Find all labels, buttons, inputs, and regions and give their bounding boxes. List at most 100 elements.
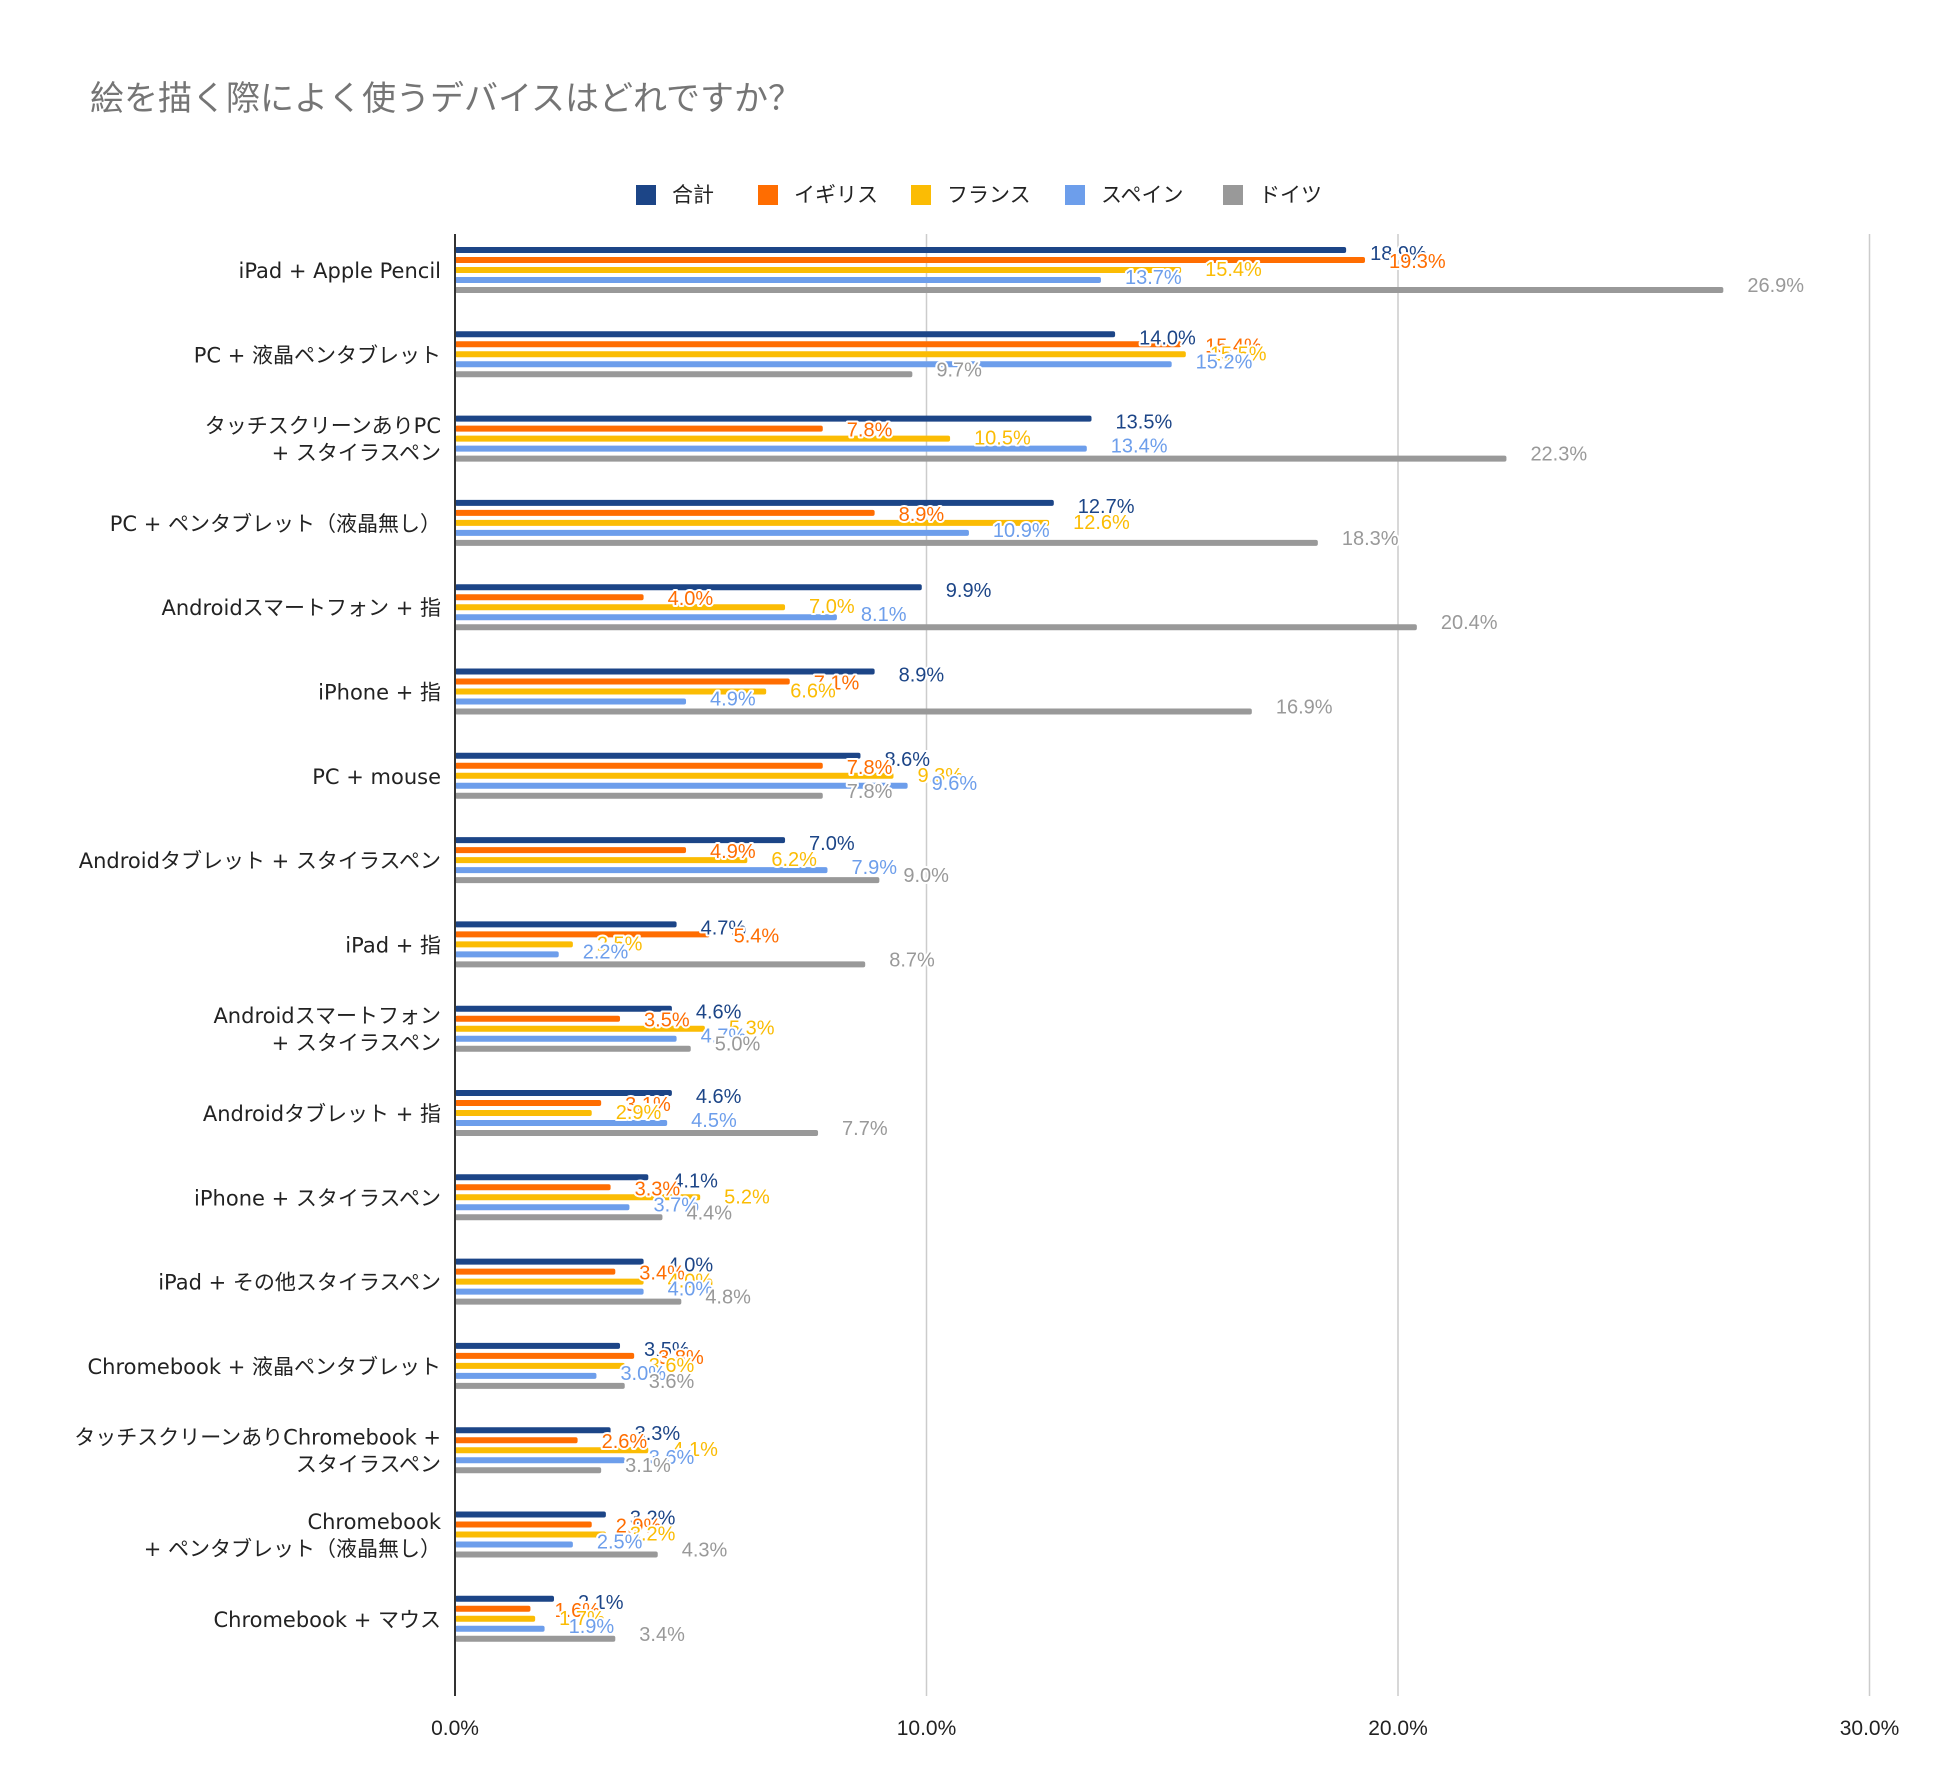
- value-label: 2.5%: [597, 933, 643, 955]
- bar: [455, 1447, 649, 1454]
- value-label: 13.4%: [1111, 436, 1168, 458]
- bar: [455, 415, 1092, 422]
- value-label: 13.5%: [1116, 412, 1173, 434]
- value-label: 4.9%: [710, 689, 756, 711]
- value-label: 2.5%: [597, 1532, 643, 1554]
- bar: [455, 1437, 578, 1444]
- legend-label: スペイン: [1101, 183, 1184, 207]
- value-label: 5.2%: [724, 1186, 770, 1208]
- bar: [455, 1427, 611, 1434]
- value-label: 2.9%: [616, 1516, 662, 1538]
- legend-label: 合計: [672, 183, 714, 207]
- category-label: Androidスマートフォン: [213, 1004, 441, 1028]
- value-label: 14.0%: [1139, 327, 1196, 349]
- bar: [455, 921, 677, 928]
- legend-label: イギリス: [794, 183, 878, 207]
- value-labels: 18.9%19.3%15.4%13.7% 26.9%14.0% 15.4%15.5%…: [552, 241, 1806, 1648]
- category-label: タッチスクリーンありChromebook +: [74, 1426, 441, 1450]
- bar: [455, 1045, 691, 1052]
- bar: [455, 678, 790, 685]
- value-label: 7.1%: [814, 673, 860, 695]
- bar: [455, 1100, 602, 1106]
- value-label: 4.1%: [672, 1439, 718, 1461]
- value-label: 10.5%: [974, 428, 1031, 450]
- value-label: 26.9%: [1747, 275, 1804, 297]
- bar: [455, 1214, 663, 1221]
- legend-item: フランス: [911, 183, 1031, 207]
- value-label: 4.5%: [691, 1110, 737, 1132]
- legend-item: イギリス: [758, 183, 878, 207]
- category-label: PC + ペンタブレット（液晶無し）: [110, 512, 441, 536]
- value-label: 4.6%: [696, 1002, 742, 1024]
- category-label: iPad + 指: [345, 933, 441, 957]
- value-label: 6.6%: [790, 681, 836, 703]
- bar: [455, 1005, 672, 1012]
- bar: [455, 361, 1172, 368]
- value-label: 12.6%: [1073, 512, 1130, 534]
- value-label: 9.9%: [946, 580, 992, 602]
- legend: 合計 イギリス フランス スペイン ドイツ: [636, 183, 1322, 207]
- legend-swatch: [1065, 185, 1085, 205]
- legend-label: ドイツ: [1259, 183, 1322, 207]
- legend-swatch: [636, 185, 656, 205]
- category-label: Chromebook + 液晶ペンタブレット: [87, 1355, 441, 1379]
- value-label: 8.6%: [884, 749, 930, 771]
- bar: [455, 539, 1318, 546]
- category-label: + スタイラスペン: [272, 1031, 441, 1055]
- bar: [455, 1090, 672, 1096]
- value-label: 15.5%: [1210, 343, 1267, 365]
- bar: [455, 698, 687, 705]
- bar: [455, 624, 1417, 631]
- bar: [455, 1194, 701, 1201]
- bar: [455, 1184, 611, 1191]
- bar: [455, 792, 823, 799]
- category-label: Chromebook + マウス: [213, 1608, 441, 1632]
- value-label: 7.8%: [847, 420, 893, 442]
- category-label: iPad + Apple Pencil: [238, 259, 441, 283]
- bar: [455, 867, 828, 874]
- bar: [455, 1551, 658, 1558]
- bar: [455, 1521, 592, 1528]
- legend-label: フランス: [947, 183, 1031, 207]
- bar: [455, 1457, 625, 1464]
- bar: [455, 1035, 677, 1042]
- category-label: PC + 液晶ペンタブレット: [194, 343, 441, 367]
- value-label: 12.7%: [1078, 496, 1135, 518]
- category-label: PC + mouse: [312, 765, 441, 789]
- value-label: 4.3%: [682, 1540, 728, 1562]
- bar: [455, 455, 1507, 462]
- value-label: 3.5%: [644, 1010, 690, 1032]
- value-label: 4.0%: [668, 1255, 714, 1277]
- bar: [455, 257, 1365, 263]
- x-axis-ticks: 0.0% 10.0% 20.0% 30.0%: [431, 1717, 1899, 1740]
- value-label: 3.6%: [649, 1371, 695, 1393]
- value-label: 3.3%: [635, 1178, 681, 1200]
- bar: [455, 1625, 545, 1632]
- value-label: 8.9%: [899, 665, 945, 687]
- bar: [455, 267, 1182, 273]
- bar: [455, 1352, 635, 1359]
- bar: [455, 951, 559, 958]
- value-label: 1.9%: [569, 1616, 615, 1638]
- value-label: 15.4%: [1205, 335, 1262, 357]
- value-label: 3.3%: [635, 1423, 681, 1445]
- bar: [455, 782, 908, 789]
- bar: [455, 1382, 625, 1389]
- bar: [455, 529, 969, 536]
- value-label: 3.4%: [639, 1624, 685, 1646]
- bar: [455, 1120, 668, 1126]
- value-label: 3.1%: [625, 1094, 671, 1116]
- bar: [455, 371, 913, 378]
- category-label: iPhone + 指: [318, 681, 441, 705]
- bar: [455, 1204, 630, 1211]
- bar: [455, 847, 687, 854]
- value-label: 8.9%: [899, 504, 945, 526]
- bar: [455, 247, 1347, 253]
- bar: [455, 1541, 573, 1548]
- bar: [455, 435, 951, 442]
- bar: [455, 1268, 616, 1275]
- value-label: 4.4%: [686, 1202, 732, 1224]
- bar: [455, 614, 837, 621]
- value-label: 9.7%: [936, 359, 982, 381]
